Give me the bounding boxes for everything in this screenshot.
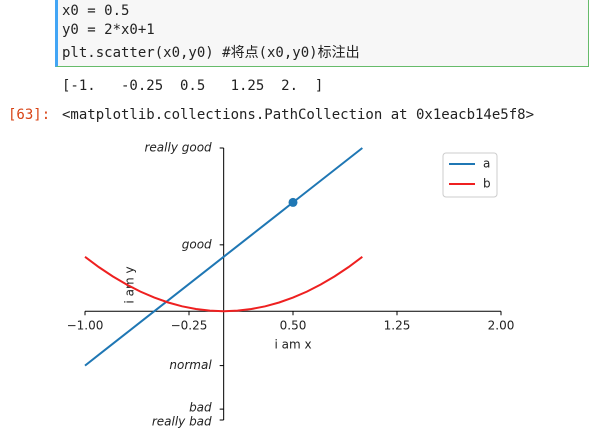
x-tick-label: 2.00 (488, 319, 515, 333)
code-line: y0 = 2*x0+1 (62, 22, 155, 38)
legend-label: a (483, 157, 490, 171)
x-tick-label: 1.25 (384, 319, 411, 333)
x-tick-label: −0.25 (171, 319, 208, 333)
y-tick-label: normal (169, 358, 212, 372)
y-tick-label: good (182, 237, 212, 251)
code-line: plt.scatter(x0,y0) #将点(x0,y0)标注出 (62, 45, 360, 61)
code-cell[interactable] (55, 0, 589, 67)
line-series (84, 255, 363, 313)
output-repr: <matplotlib.collections.PathCollection a… (62, 107, 535, 123)
y-tick-label: bad (189, 401, 212, 415)
y-tick-label: really good (144, 141, 212, 155)
output-array: [-1. -0.25 0.5 1.25 2. ] (62, 78, 324, 94)
y-tick-label: really bad (152, 415, 212, 429)
output-prompt: [63]: (8, 107, 51, 123)
line-series (84, 147, 363, 367)
x-tick-label: 0.50 (280, 319, 307, 333)
legend-label: b (483, 177, 491, 191)
x-axis-label: i am x (274, 338, 311, 352)
x-tick-label: −1.00 (67, 319, 104, 333)
scatter-point (288, 197, 298, 207)
code-line: x0 = 0.5 (62, 3, 130, 19)
